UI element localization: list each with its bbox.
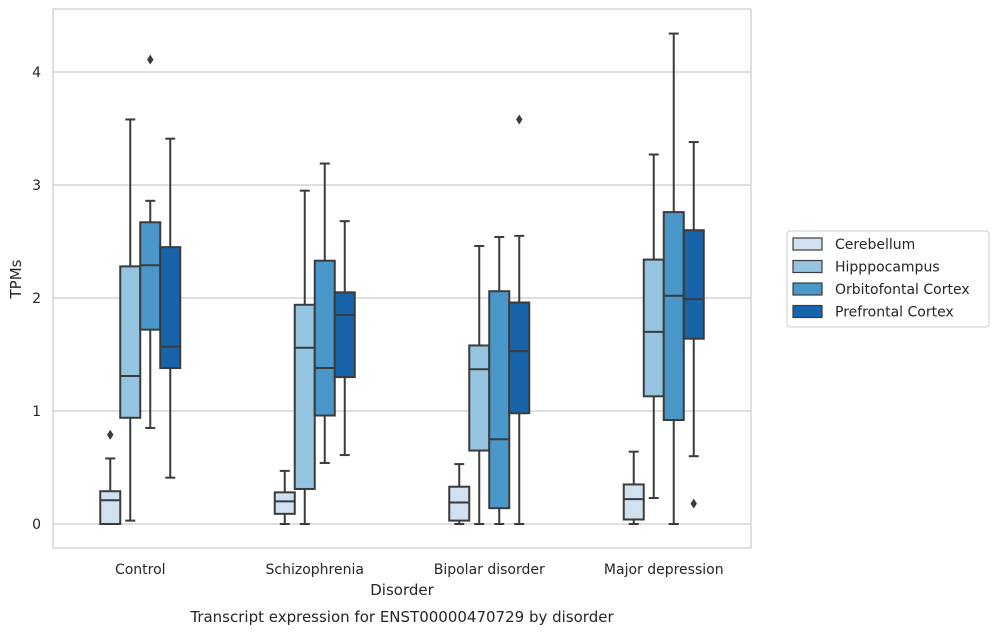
box-hipppocampus — [293, 189, 316, 525]
y-tick-label: 4 — [32, 65, 41, 81]
outlier-marker — [147, 54, 154, 65]
box-orbitofontal-cortex — [139, 54, 162, 429]
outlier-marker — [107, 429, 114, 440]
box-orbitofontal-cortex — [488, 235, 511, 525]
boxes-layer — [99, 32, 705, 526]
box-hipppocampus — [468, 245, 491, 525]
y-tick-label: 1 — [32, 404, 41, 420]
legend-swatch — [792, 282, 823, 296]
box-iqr — [488, 290, 511, 510]
box-hipppocampus — [642, 153, 665, 500]
legend-swatch — [792, 237, 823, 251]
box-iqr — [159, 246, 182, 370]
box-iqr — [682, 229, 705, 340]
box-prefrontal-cortex — [508, 114, 531, 525]
y-tick-label: 3 — [32, 178, 41, 194]
legend-swatch — [792, 259, 823, 274]
legend-label: Prefrontal Cortex — [835, 305, 954, 321]
box-iqr — [273, 491, 296, 515]
box-iqr — [508, 301, 531, 415]
legend-label: Hipppocampus — [835, 260, 940, 276]
y-tick-label: 0 — [32, 517, 41, 533]
legend-label: Orbitofontal Cortex — [835, 282, 970, 298]
y-axis-label: TPMs — [7, 259, 25, 299]
x-tick-label: Schizophrenia — [266, 562, 364, 578]
legend: Cerebellum Hipppocampus Orbitofontal Corte… — [786, 230, 990, 328]
chart-caption: Transcript expression for ENST0000047072… — [189, 608, 614, 626]
y-axis-ticks: 0 1 2 3 4 — [32, 65, 41, 533]
box-cerebellum — [273, 469, 296, 525]
outlier-marker — [690, 498, 697, 509]
box-iqr — [642, 258, 665, 398]
x-tick-label: Control — [115, 562, 166, 578]
x-axis-ticks: Control Schizophrenia Bipolar disorder Majo… — [115, 562, 724, 578]
box-iqr — [468, 344, 491, 452]
box-iqr — [662, 211, 685, 422]
legend-label: Cerebellum — [835, 237, 915, 253]
x-tick-label: Major depression — [604, 562, 724, 578]
legend-frame — [786, 230, 990, 328]
box-cerebellum — [622, 450, 645, 525]
x-tick-label: Bipolar disorder — [434, 562, 545, 578]
box-prefrontal-cortex — [333, 220, 356, 457]
x-axis-label: Disorder — [370, 581, 434, 599]
box-prefrontal-cortex — [682, 141, 705, 509]
box-iqr — [99, 490, 122, 526]
box-hipppocampus — [119, 118, 142, 522]
box-iqr — [119, 265, 142, 419]
plot-area-frame — [52, 8, 752, 549]
outlier-marker — [516, 114, 523, 125]
box-iqr — [622, 483, 645, 521]
box-prefrontal-cortex — [159, 137, 182, 479]
box-iqr — [139, 221, 162, 331]
y-tick-label: 2 — [32, 291, 41, 307]
box-cerebellum — [448, 463, 471, 525]
box-cerebellum — [99, 429, 122, 526]
box-orbitofontal-cortex — [313, 162, 336, 464]
legend-swatch — [792, 304, 823, 319]
box-iqr — [448, 485, 471, 522]
box-orbitofontal-cortex — [662, 32, 685, 525]
box-iqr — [313, 259, 336, 417]
box-iqr — [293, 303, 316, 490]
box-iqr — [333, 291, 356, 379]
